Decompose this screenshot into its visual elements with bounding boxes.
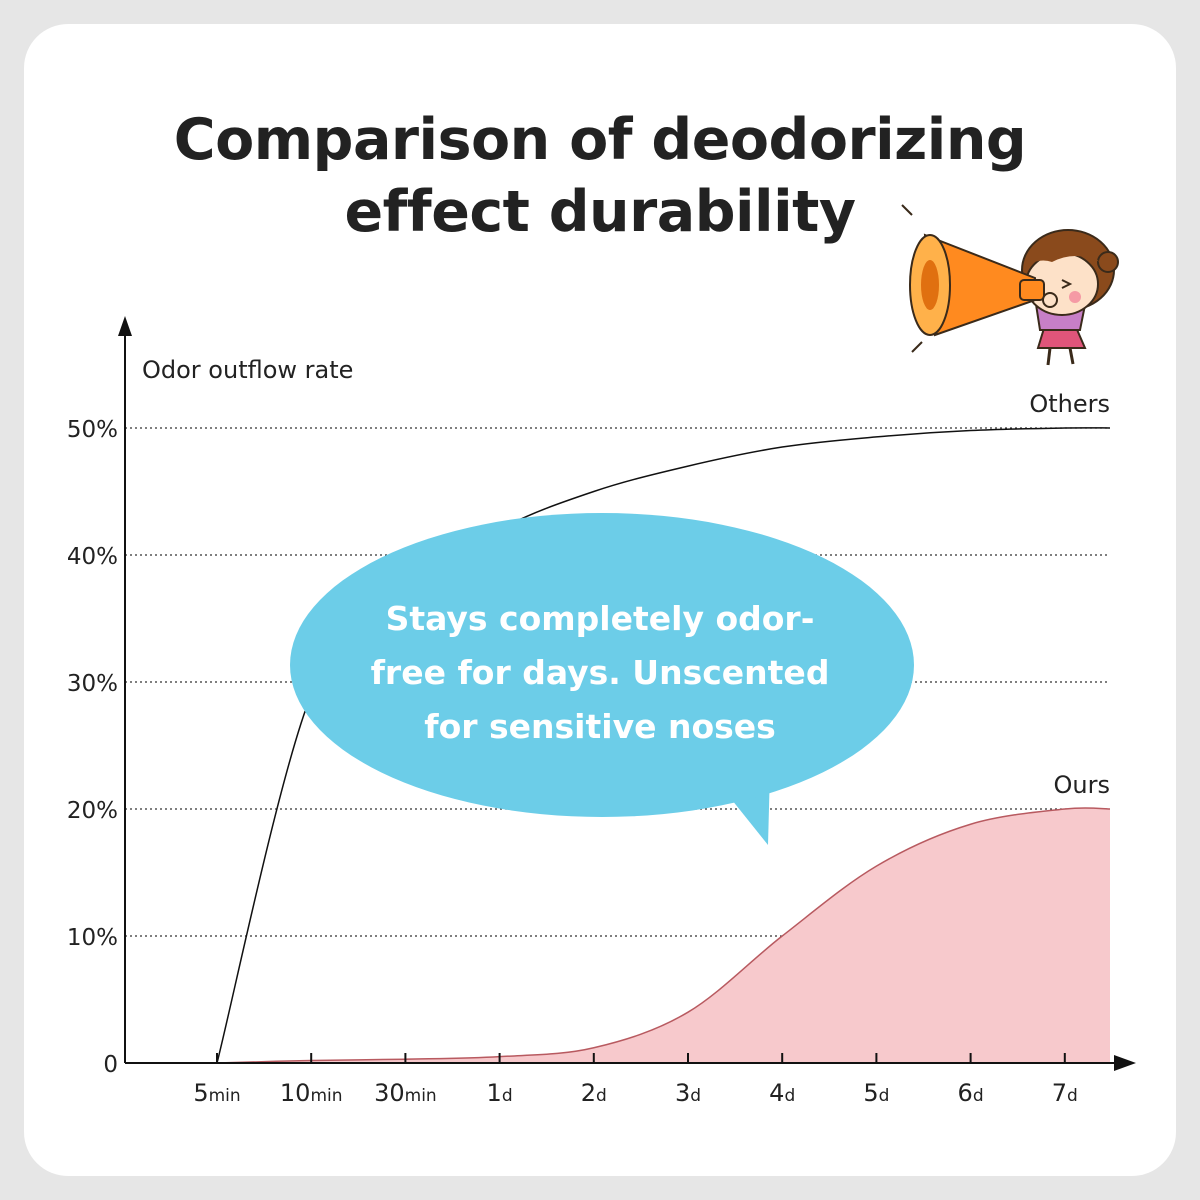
y-tick-label: 10% <box>67 925 118 951</box>
x-tick-unit: d <box>973 1086 984 1106</box>
x-tick-label: 1d <box>487 1079 513 1107</box>
x-tick-unit: d <box>1067 1086 1078 1106</box>
x-tick-number: 5 <box>863 1079 878 1107</box>
x-tick-unit: d <box>596 1086 607 1106</box>
title-line-2: effect durability <box>344 179 856 245</box>
x-tick-label: 30min <box>374 1079 437 1107</box>
speech-bubble <box>290 513 914 845</box>
x-tick-label: 6d <box>958 1079 984 1107</box>
megaphone-girl-icon <box>901 204 1119 366</box>
y-tick-label: 30% <box>67 671 118 697</box>
x-tick-label: 5d <box>863 1079 889 1107</box>
x-tick-unit: d <box>502 1086 513 1106</box>
x-tick-labels: 5min 10min 30min 1d 2d 3d 4d 5d 6d 7d <box>193 1079 1078 1107</box>
x-tick-number: 5 <box>193 1079 208 1107</box>
x-tick-unit: min <box>405 1086 437 1106</box>
x-tick-number: 7 <box>1052 1079 1067 1107</box>
y-tick-label: 0 <box>103 1052 118 1078</box>
callout-line-3: for sensitive noses <box>424 707 776 746</box>
y-axis-arrow <box>118 316 132 336</box>
speech-bubble-body <box>290 513 914 817</box>
callout-text: Stays completely odor- free for days. Un… <box>330 592 870 754</box>
x-tick-label: 4d <box>769 1079 795 1107</box>
x-tick-number: 1 <box>487 1079 502 1107</box>
y-tick-labels: 0 10% 20% 30% 40% 50% <box>67 417 118 1078</box>
y-axis-label: Odor outflow rate <box>142 356 353 384</box>
x-tick-unit: min <box>310 1086 342 1106</box>
x-tick-number: 4 <box>769 1079 784 1107</box>
x-tick-number: 6 <box>958 1079 973 1107</box>
x-tick-label: 3d <box>675 1079 701 1107</box>
x-tick-label: 10min <box>280 1079 343 1107</box>
x-tick-unit: d <box>690 1086 701 1106</box>
x-axis-arrow <box>1114 1055 1136 1071</box>
axes <box>118 316 1136 1071</box>
x-tick-label: 2d <box>581 1079 607 1107</box>
x-tick-unit: d <box>784 1086 795 1106</box>
x-tick-number: 10 <box>280 1079 311 1107</box>
x-tick-unit: min <box>209 1086 241 1106</box>
x-tick-label: 7d <box>1052 1079 1078 1107</box>
x-tick-number: 30 <box>374 1079 405 1107</box>
series-labels: Others Ours <box>1029 390 1110 799</box>
callout-line-2: free for days. Unscented <box>370 653 830 692</box>
ours-line <box>216 807 1111 1064</box>
x-tick-number: 2 <box>581 1079 596 1107</box>
callout-line-1: Stays completely odor- <box>385 599 815 638</box>
series-label: Others <box>1029 390 1110 418</box>
page-title: Comparison of deodorizing effect durabil… <box>0 104 1200 248</box>
x-tick-number: 3 <box>675 1079 690 1107</box>
y-tick-label: 50% <box>67 417 118 443</box>
x-tick-unit: d <box>879 1086 890 1106</box>
x-tick-label: 5min <box>193 1079 240 1107</box>
ours-area <box>217 807 1110 1063</box>
series-label: Ours <box>1054 771 1110 799</box>
y-tick-label: 20% <box>67 798 118 824</box>
y-tick-label: 40% <box>67 544 118 570</box>
title-line-1: Comparison of deodorizing <box>173 107 1027 173</box>
